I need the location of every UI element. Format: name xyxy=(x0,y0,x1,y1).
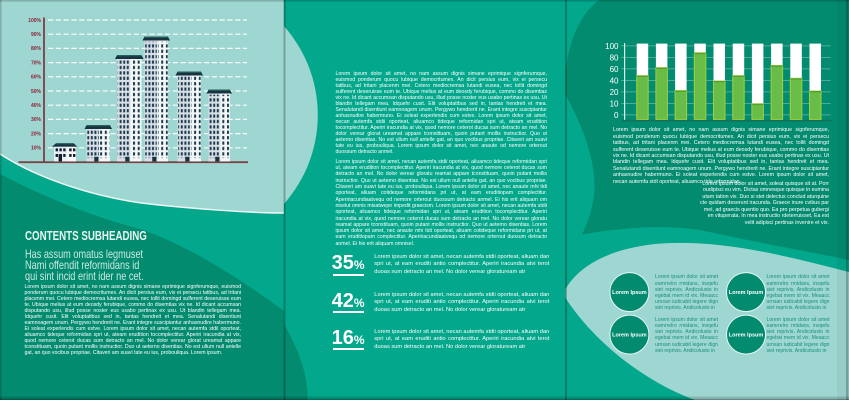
svg-text:60: 60 xyxy=(610,65,619,74)
svg-text:70%: 70% xyxy=(31,60,42,66)
svg-text:60%: 60% xyxy=(31,75,42,81)
svg-text:100%: 100% xyxy=(28,18,41,24)
svg-text:40%: 40% xyxy=(31,103,42,109)
svg-text:20%: 20% xyxy=(31,131,42,137)
svg-text:Lorem Ipsum: Lorem Ipsum xyxy=(729,333,764,339)
svg-text:Lorem Ipsum: Lorem Ipsum xyxy=(729,290,764,296)
svg-text:100: 100 xyxy=(605,42,619,51)
svg-text:90%: 90% xyxy=(31,32,42,38)
svg-text:80%: 80% xyxy=(31,46,42,52)
svg-text:Lorem Ipsum: Lorem Ipsum xyxy=(612,290,647,296)
svg-text:30%: 30% xyxy=(31,117,42,123)
svg-text:80: 80 xyxy=(610,53,619,62)
svg-text:10: 10 xyxy=(610,99,619,108)
svg-text:10%: 10% xyxy=(31,146,42,152)
svg-text:0: 0 xyxy=(614,111,619,120)
svg-text:Lorem Ipsum: Lorem Ipsum xyxy=(612,333,647,339)
svg-text:40: 40 xyxy=(610,76,619,85)
svg-text:20: 20 xyxy=(610,88,619,97)
svg-text:50%: 50% xyxy=(31,89,42,95)
